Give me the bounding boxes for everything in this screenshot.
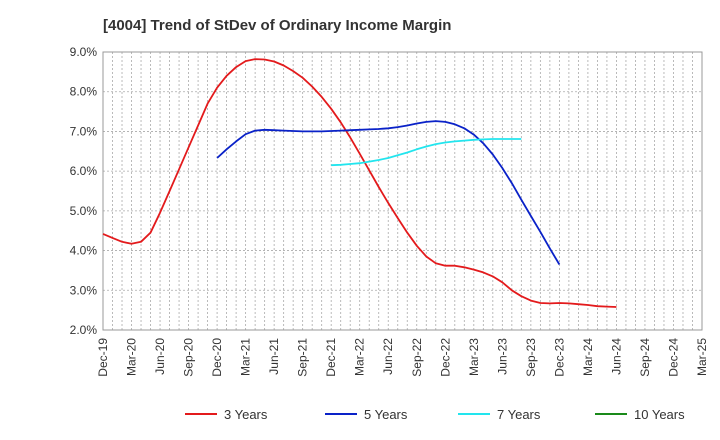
plot-area [103,52,702,330]
legend-label: 5 Years [364,407,408,422]
legend: 3 Years 5 Years 7 Years 10 Years [185,407,685,422]
y-tick-label: 7.0% [70,124,98,138]
x-tick-label: Sep-20 [182,338,196,377]
y-tick-label: 5.0% [70,204,98,218]
x-tick-label: Dec-24 [666,338,680,377]
x-tick-label: Jun-24 [609,338,623,375]
y-tick-label: 2.0% [70,323,98,337]
series-line-7-years [331,138,522,167]
x-tick-label: Dec-20 [210,338,224,377]
x-tick-label: Sep-24 [638,338,652,377]
x-tick-label: Dec-22 [438,338,452,377]
series-line-3-years [102,58,617,308]
x-tick-label: Mar-23 [467,338,481,376]
x-tick-label: Mar-20 [125,338,139,376]
y-tick-label: 6.0% [70,164,98,178]
y-tick-label: 9.0% [70,45,98,59]
x-tick-label: Sep-21 [296,338,310,377]
x-tick-label: Sep-22 [410,338,424,377]
x-tick-label: Sep-23 [524,338,538,377]
y-tick-label: 8.0% [70,85,98,99]
series-lines [102,58,617,308]
x-tick-label: Dec-19 [96,338,110,377]
plot-border [102,51,703,331]
x-tick-label: Jun-22 [381,338,395,375]
x-tick-label: Mar-21 [239,338,253,376]
chart-title: [4004] Trend of StDev of Ordinary Income… [103,17,451,34]
x-tick-label: Mar-22 [353,338,367,376]
x-tick-label: Mar-25 [695,338,709,376]
x-tick-label: Jun-20 [153,338,167,375]
legend-label: 10 Years [634,407,685,422]
y-tick-label: 4.0% [70,244,98,258]
x-tick-label: Jun-23 [495,338,509,375]
x-tick-label: Mar-24 [581,338,595,376]
legend-label: 3 Years [224,407,268,422]
series-line-5-years [216,120,561,265]
x-tick-label: Jun-21 [267,338,281,375]
legend-label: 7 Years [497,407,541,422]
y-tick-label: 3.0% [70,283,98,297]
y-axis-labels: 2.0% 3.0% 4.0% 5.0% 6.0% 7.0% 8.0% 9.0% [70,45,98,337]
x-tick-label: Dec-21 [324,338,338,377]
x-axis-labels: Dec-19 Mar-20 Jun-20 Sep-20 Dec-20 Mar-21 Jun-… [96,338,709,377]
x-tick-label: Dec-23 [552,338,566,377]
